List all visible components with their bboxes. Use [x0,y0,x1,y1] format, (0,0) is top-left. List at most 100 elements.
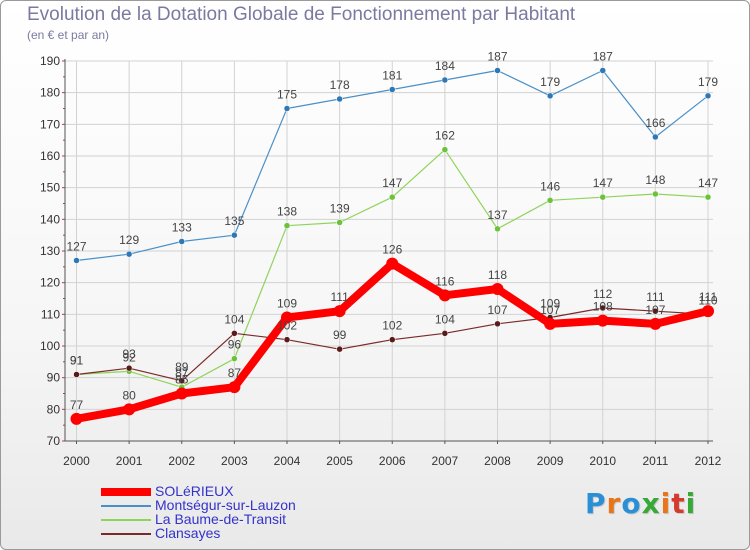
x-tick-label: 2000 [63,454,90,468]
y-tick-label: 100 [40,339,60,353]
data-label: 91 [70,354,84,368]
x-tick-label: 2003 [221,454,248,468]
data-point [281,311,293,324]
data-label: 92 [122,350,136,364]
data-point [228,381,241,394]
data-label: 147 [698,176,718,190]
legend-label: SOLéRIEUX [155,483,234,499]
data-label: 104 [435,312,455,326]
data-point [389,336,396,343]
data-point [231,330,238,337]
data-point [441,76,449,84]
data-label: 80 [122,388,136,402]
legend-swatch [101,533,151,535]
data-label: 181 [382,69,402,83]
data-point [336,95,343,103]
y-tick-label: 180 [40,86,60,100]
data-point [546,197,554,204]
data-label: 139 [330,202,350,216]
y-tick-label: 190 [40,54,60,68]
data-point [333,305,346,318]
data-point [494,320,501,328]
data-label: 175 [277,88,297,102]
data-point [491,283,504,295]
chart-title: Evolution de la Dotation Globale de Fonc… [27,4,576,25]
data-label: 111 [646,290,665,304]
data-label: 107 [645,303,665,317]
data-point [283,222,291,229]
legend-swatch [101,519,151,521]
data-point [231,355,238,362]
data-label: 110 [698,293,717,307]
data-point [389,86,396,93]
y-tick-label: 70 [47,434,61,448]
x-tick-label: 2002 [168,454,195,468]
data-label: 108 [593,300,613,314]
data-point [175,387,188,400]
axes: 70 80 90 100 110 120 130 140 150 160 170 180 190 2000… [40,54,722,468]
data-point [599,67,606,74]
data-label: 93 [122,347,136,361]
x-tick-label: 2011 [642,454,668,468]
y-tick-label: 120 [40,276,60,290]
data-label: 118 [488,268,507,282]
data-point [702,305,714,318]
data-label: 77 [70,398,84,412]
data-label: 179 [540,75,560,89]
data-point [178,238,185,245]
legend-label: La Baume-de-Transit [155,511,286,527]
series-group [70,67,714,425]
data-point [652,133,659,141]
data-point [652,307,659,315]
data-label: 166 [645,116,665,130]
data-label: 89 [175,360,189,374]
data-label: 148 [645,173,665,187]
data-label: 126 [382,243,402,257]
data-label: 104 [224,312,244,326]
data-point [283,336,291,343]
data-label: 138 [277,205,297,219]
data-label: 111 [699,290,718,304]
data-label: 147 [593,176,613,190]
y-tick-label: 80 [47,402,61,416]
x-tick-label: 2006 [379,454,406,468]
x-tick-label: 2005 [326,454,353,468]
data-point [125,364,133,372]
data-point [599,304,606,312]
data-label: 133 [172,221,192,235]
data-label: 187 [487,50,507,64]
data-label: 184 [435,59,455,73]
x-tick-label: 2008 [484,454,511,468]
data-point [441,330,449,337]
data-label: 87 [175,366,189,380]
data-label: 127 [66,240,86,254]
data-point [336,219,343,226]
legend-label: Clansayes [155,525,221,541]
data-point [494,67,501,74]
data-label: 129 [119,233,139,247]
data-point [283,105,291,112]
data-point [336,345,343,353]
legend-swatch [101,505,151,507]
chart-subtitle: (en € et par an) [27,28,110,42]
data-point [73,371,80,378]
x-tick-label: 2001 [116,454,143,468]
data-point [544,317,557,330]
data-label: 109 [540,297,560,311]
data-point [649,317,662,330]
data-point [231,231,238,239]
data-label: 178 [330,78,350,92]
data-label: 111 [331,290,350,304]
data-label: 102 [382,319,402,333]
data-point [652,190,659,198]
legend-swatch [101,488,151,496]
data-point [389,193,396,201]
data-point [704,92,712,100]
data-label: 187 [593,50,613,64]
data-label: 99 [333,328,347,342]
y-tick-label: 90 [47,371,61,385]
data-point [441,146,449,153]
data-point [123,403,136,416]
